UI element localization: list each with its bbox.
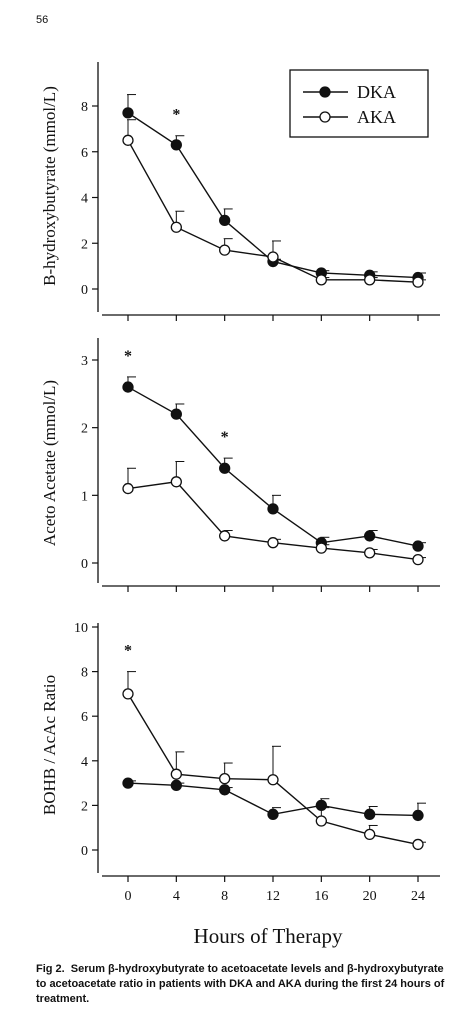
data-point-dka bbox=[219, 214, 231, 227]
figure-caption: Fig 2. Serum β-hydroxybutyrate to acetoac… bbox=[36, 962, 446, 1007]
y-tick-label: 4 bbox=[81, 192, 88, 207]
y-tick-label: 3 bbox=[81, 354, 88, 369]
y-tick-label: 8 bbox=[81, 100, 88, 115]
data-point-dka bbox=[412, 540, 424, 552]
x-tick-label: 24 bbox=[411, 889, 425, 904]
significance-marker: * bbox=[124, 643, 132, 660]
y-tick-label: 6 bbox=[81, 710, 88, 725]
data-point-aka bbox=[315, 542, 327, 554]
data-point-dka bbox=[170, 779, 182, 791]
data-point-aka bbox=[122, 688, 134, 700]
y-tick-label: 2 bbox=[81, 422, 88, 437]
x-tick-label: 0 bbox=[125, 889, 132, 904]
legend: DKA AKA bbox=[289, 69, 429, 138]
significance-marker: * bbox=[172, 107, 180, 124]
x-tick-label: 4 bbox=[173, 889, 180, 904]
data-point-dka bbox=[219, 784, 231, 796]
caption-label: Fig 2. bbox=[36, 963, 65, 975]
data-point-aka bbox=[170, 476, 182, 488]
data-point-aka bbox=[412, 276, 424, 288]
data-point-aka bbox=[219, 530, 231, 542]
data-point-dka bbox=[170, 408, 182, 420]
page-number: 56 bbox=[36, 14, 49, 26]
x-tick-label: 16 bbox=[314, 889, 328, 904]
data-point-aka bbox=[219, 772, 231, 785]
y-tick-label: 0 bbox=[81, 844, 88, 859]
y-tick-label: 10 bbox=[74, 621, 88, 636]
y-tick-label: 4 bbox=[81, 755, 88, 770]
data-point-aka bbox=[267, 537, 279, 549]
data-point-aka bbox=[267, 774, 279, 786]
data-point-dka bbox=[364, 808, 376, 820]
data-point-aka bbox=[122, 134, 134, 146]
legend-marker-dka bbox=[319, 86, 331, 98]
y-tick-label: 8 bbox=[81, 666, 88, 681]
data-point-dka bbox=[219, 462, 231, 474]
y-tick-label: 0 bbox=[81, 557, 88, 572]
y-tick-label: 2 bbox=[81, 799, 88, 814]
significance-marker: * bbox=[221, 429, 229, 446]
data-point-aka bbox=[364, 274, 376, 286]
data-point-dka bbox=[267, 503, 279, 515]
y-axis-label: Aceto Acetate (mmol/L) bbox=[40, 380, 59, 546]
data-point-dka bbox=[170, 139, 182, 151]
y-tick-label: 0 bbox=[81, 283, 88, 298]
y-axis-label: B-hydroxybutyrate (mmol/L) bbox=[40, 86, 59, 286]
data-point-dka bbox=[412, 809, 424, 822]
data-point-dka bbox=[122, 777, 134, 789]
data-point-aka bbox=[364, 828, 376, 841]
caption-text: Serum β-hydroxybutyrate to acetoacetate … bbox=[36, 963, 445, 1005]
significance-marker: * bbox=[124, 348, 132, 365]
legend-marker-aka bbox=[319, 111, 331, 123]
data-point-dka bbox=[364, 530, 376, 542]
data-point-aka bbox=[170, 768, 182, 780]
data-point-aka bbox=[315, 274, 327, 286]
data-point-aka bbox=[219, 244, 231, 256]
y-tick-label: 6 bbox=[81, 146, 88, 161]
panel-b-hydroxybutyrate: 0 2 4 6 8 B-hydroxybutyrate (mmol/L) * bbox=[40, 62, 440, 321]
data-point-dka bbox=[122, 381, 134, 393]
series-line-dka bbox=[127, 386, 419, 547]
x-axis-label: Hours of Therapy bbox=[194, 924, 343, 948]
data-point-aka bbox=[170, 221, 182, 233]
data-point-aka bbox=[412, 553, 424, 566]
data-point-dka bbox=[122, 107, 134, 119]
x-tick-label: 8 bbox=[221, 889, 228, 904]
data-point-aka bbox=[122, 482, 134, 495]
y-tick-label: 1 bbox=[81, 489, 88, 504]
data-point-dka bbox=[315, 799, 327, 812]
legend-box bbox=[289, 69, 429, 138]
legend-label-aka: AKA bbox=[357, 107, 396, 127]
data-point-aka bbox=[364, 547, 376, 559]
data-point-dka bbox=[267, 808, 279, 820]
panel-aceto-acetate: 0 1 2 3 Aceto Acetate (mmol/L) * * bbox=[40, 338, 440, 592]
data-point-aka bbox=[412, 838, 424, 851]
data-point-aka bbox=[315, 815, 327, 827]
x-tick-label: 20 bbox=[363, 889, 377, 904]
y-tick-label: 2 bbox=[81, 237, 88, 252]
y-axis-label: BOHB / AcAc Ratio bbox=[40, 675, 59, 815]
legend-label-dka: DKA bbox=[357, 82, 396, 102]
data-point-aka bbox=[267, 251, 279, 263]
x-tick-label: 12 bbox=[266, 889, 280, 904]
